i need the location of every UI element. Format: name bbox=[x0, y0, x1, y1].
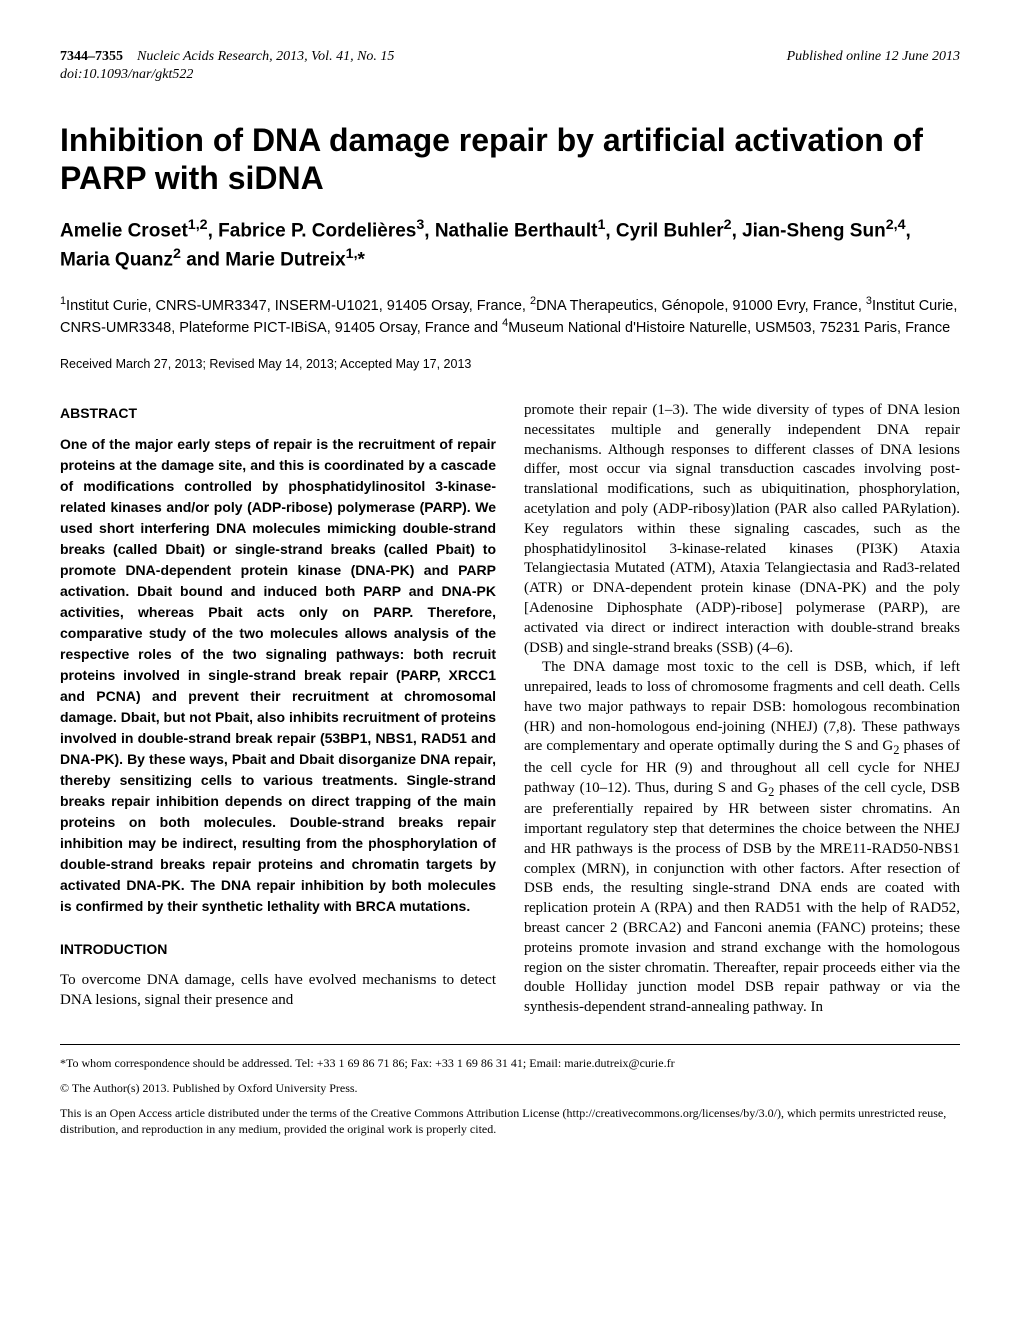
article-dates: Received March 27, 2013; Revised May 14,… bbox=[60, 357, 960, 373]
intro-right-paragraph-1: promote their repair (1–3). The wide div… bbox=[524, 401, 960, 658]
copyright: © The Author(s) 2013. Published by Oxfor… bbox=[60, 1080, 960, 1097]
header-right: Published online 12 June 2013 bbox=[787, 48, 960, 83]
footer-separator bbox=[60, 1044, 960, 1045]
published-online: Published online 12 June 2013 bbox=[787, 49, 960, 64]
license: This is an Open Access article distribut… bbox=[60, 1105, 960, 1139]
intro-left-paragraph: To overcome DNA damage, cells have evolv… bbox=[60, 971, 496, 1011]
main-content: ABSTRACT One of the major early steps of… bbox=[60, 401, 960, 1018]
doi: doi:10.1093/nar/gkt522 bbox=[60, 67, 193, 82]
introduction-heading: INTRODUCTION bbox=[60, 941, 496, 959]
right-column: promote their repair (1–3). The wide div… bbox=[524, 401, 960, 1018]
left-column: ABSTRACT One of the major early steps of… bbox=[60, 401, 496, 1018]
intro-right-body: promote their repair (1–3). The wide div… bbox=[524, 401, 960, 1018]
abstract-heading: ABSTRACT bbox=[60, 405, 496, 423]
abstract-body: One of the major early steps of repair i… bbox=[60, 434, 496, 917]
running-header: 7344–7355 Nucleic Acids Research, 2013, … bbox=[60, 48, 960, 83]
footer: *To whom correspondence should be addres… bbox=[60, 1055, 960, 1138]
author-list: Amelie Croset1,2, Fabrice P. Cordelières… bbox=[60, 216, 960, 274]
journal-citation: Nucleic Acids Research, 2013, Vol. 41, N… bbox=[137, 49, 394, 64]
intro-right-paragraph-2: The DNA damage most toxic to the cell is… bbox=[524, 658, 960, 1018]
article-title: Inhibition of DNA damage repair by artif… bbox=[60, 121, 960, 198]
header-left: 7344–7355 Nucleic Acids Research, 2013, … bbox=[60, 48, 394, 83]
intro-left-body: To overcome DNA damage, cells have evolv… bbox=[60, 971, 496, 1011]
page-range: 7344–7355 bbox=[60, 49, 123, 64]
affiliations: 1Institut Curie, CNRS-UMR3347, INSERM-U1… bbox=[60, 294, 960, 340]
correspondence: *To whom correspondence should be addres… bbox=[60, 1055, 960, 1072]
